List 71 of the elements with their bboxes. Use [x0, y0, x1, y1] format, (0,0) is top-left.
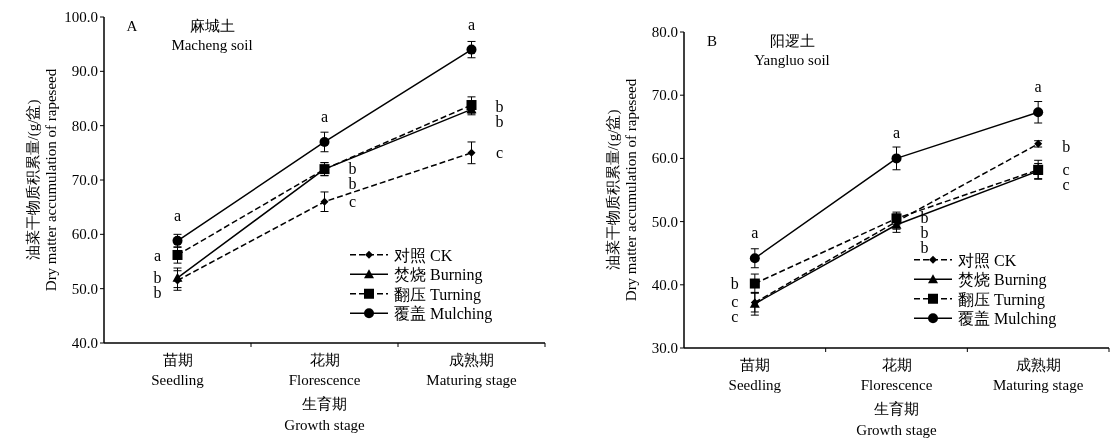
annotation: a: [467, 15, 476, 33]
legend-label: 焚烧 Burning: [958, 271, 1047, 290]
legend-label: 覆盖 Mulching: [958, 310, 1057, 329]
annotation: c: [1062, 160, 1070, 178]
x-tick-label: 花期 Florescence: [860, 357, 933, 393]
point: [749, 278, 760, 289]
chart-title: 麻城土: [189, 18, 235, 34]
x-tick-label: 苗期 Seedling: [151, 352, 205, 388]
annotation: A: [126, 18, 138, 34]
annotation: B: [706, 33, 718, 49]
annotation: b: [348, 160, 357, 178]
legend-label: 对照 CK: [394, 246, 453, 264]
y-axis-title: 油菜干物质积累量/(g/盆) Dry matter accumulation of rapeseed: [25, 68, 59, 292]
point: [749, 253, 760, 264]
y-tick-label: 40.0: [71, 335, 98, 351]
annotation: b: [1062, 137, 1071, 155]
point: [172, 249, 183, 260]
legend-label: 焚烧 Burning: [394, 266, 483, 285]
annotation: a: [751, 224, 759, 242]
text: Yangluo soil: [754, 52, 830, 68]
y-tick-label: 40.0: [651, 276, 678, 293]
annotation: c: [348, 192, 357, 210]
point: [320, 197, 329, 206]
point: [1033, 107, 1044, 118]
point: [466, 44, 477, 55]
y-tick-label: 70.0: [71, 172, 98, 188]
annotation: c: [1062, 175, 1070, 193]
annotation: c: [731, 308, 739, 326]
y-tick-label: 100.0: [64, 9, 98, 25]
point: [319, 136, 330, 147]
annotation: c: [495, 143, 504, 161]
y-tick-label: 50.0: [71, 280, 98, 297]
y-tick-label: 50.0: [651, 213, 678, 230]
x-axis-title: 生育期 Growth stage: [856, 401, 938, 438]
annotation: b: [920, 239, 929, 257]
annotation: a: [1034, 78, 1042, 96]
annotation: a: [892, 124, 901, 142]
annotation: a: [173, 206, 182, 224]
annotation: b: [730, 274, 739, 292]
x-tick-label: 苗期 Seedling: [728, 357, 782, 393]
legend-label: 覆盖 Mulching: [394, 305, 493, 324]
legend-label: 翻压 Turning: [958, 290, 1045, 309]
annotation: a: [320, 107, 329, 125]
x-tick-label: 成熟期 Maturing stage: [426, 352, 518, 388]
x-tick-label: 花期 Florescence: [288, 352, 361, 388]
y-tick-label: 60.0: [71, 226, 98, 243]
y-tick-label: 70.0: [651, 87, 678, 104]
legend-label: 翻压 Turning: [394, 285, 481, 304]
y-tick-label: 60.0: [651, 150, 678, 167]
annotation: b: [348, 175, 357, 193]
annotation: b: [920, 224, 929, 242]
annotation: b: [153, 283, 162, 301]
y-tick-label: 90.0: [71, 63, 98, 80]
y-axis-title: 油菜干物质积累量/(g/盆) Dry matter accumulation of rapeseed: [605, 78, 639, 302]
point: [891, 153, 902, 164]
annotation: b: [495, 113, 504, 131]
x-axis-title: 生育期 Growth stage: [284, 396, 366, 433]
annotation: a: [153, 247, 162, 265]
chart-title: 阳逻土: [769, 33, 815, 49]
text: Macheng soil: [171, 37, 253, 53]
y-tick-label: 80.0: [651, 24, 678, 40]
point: [466, 100, 477, 111]
point: [172, 272, 183, 282]
annotation: b: [495, 98, 504, 116]
y-tick-label: 30.0: [651, 340, 678, 356]
annotation: b: [153, 268, 162, 286]
legend-label: 对照 CK: [958, 251, 1017, 269]
point: [467, 148, 476, 157]
y-tick-label: 80.0: [71, 117, 98, 134]
annotation: c: [731, 293, 739, 311]
x-tick-label: 成熟期 Maturing stage: [992, 357, 1084, 393]
